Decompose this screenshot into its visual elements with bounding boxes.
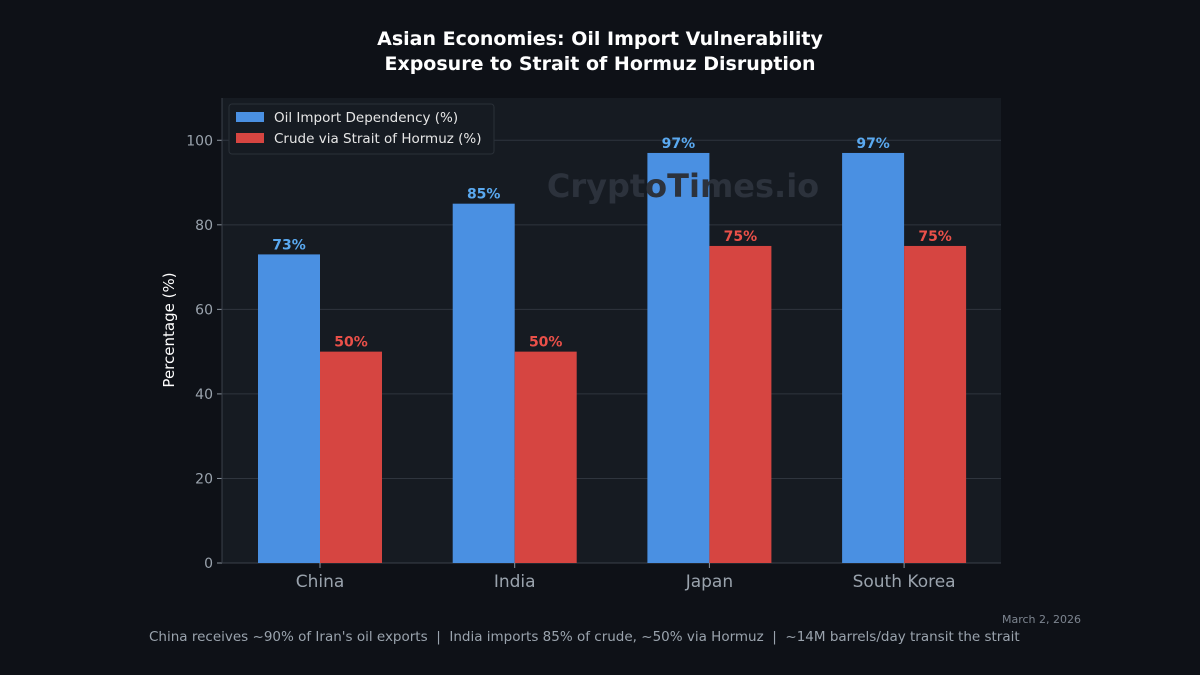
y-tick-label: 100 <box>186 133 213 149</box>
data-label: 75% <box>918 229 952 245</box>
date-label: March 2, 2026 <box>1001 613 1081 626</box>
legend-label: Oil Import Dependency (%) <box>274 110 458 126</box>
bar-hormuz-south-korea <box>904 245 967 564</box>
y-tick-label: 80 <box>195 218 213 234</box>
y-tick-label: 0 <box>204 556 213 572</box>
data-label: 97% <box>662 136 696 152</box>
watermark: CryptoTimes.io <box>547 167 819 205</box>
x-tick-label: India <box>494 572 536 592</box>
data-label: 97% <box>856 136 890 152</box>
bar-import-dependency-china <box>258 254 320 563</box>
bar-hormuz-india <box>514 351 577 563</box>
legend-swatch <box>236 112 264 122</box>
x-tick-label: Japan <box>685 572 733 592</box>
data-label: 75% <box>724 229 758 245</box>
y-tick-label: 40 <box>195 387 213 403</box>
bar-hormuz-china <box>320 351 382 563</box>
y-axis-label: Percentage (%) <box>160 272 178 387</box>
data-label: 50% <box>334 335 368 351</box>
title-line-2: Exposure to Strait of Hormuz Disruption <box>384 53 816 75</box>
chart-title: Asian Economies: Oil Import Vulnerabilit… <box>0 27 1200 77</box>
legend <box>228 103 495 155</box>
legend-label: Crude via Strait of Hormuz (%) <box>274 131 482 147</box>
bar-import-dependency-india <box>452 203 515 563</box>
bar-import-dependency-japan <box>647 152 710 564</box>
data-label: 73% <box>272 237 306 253</box>
bar-hormuz-japan <box>709 245 772 564</box>
x-tick-label: China <box>296 572 345 592</box>
x-tick-label: South Korea <box>853 572 956 592</box>
title-line-1: Asian Economies: Oil Import Vulnerabilit… <box>377 28 823 50</box>
bar-import-dependency-south-korea <box>842 152 905 564</box>
y-tick-label: 20 <box>195 471 213 487</box>
footnote: China receives ~90% of Iran's oil export… <box>149 629 1020 645</box>
legend-swatch <box>236 133 264 143</box>
y-tick-label: 60 <box>195 302 213 318</box>
data-label: 50% <box>529 335 563 351</box>
data-label: 85% <box>467 187 501 203</box>
